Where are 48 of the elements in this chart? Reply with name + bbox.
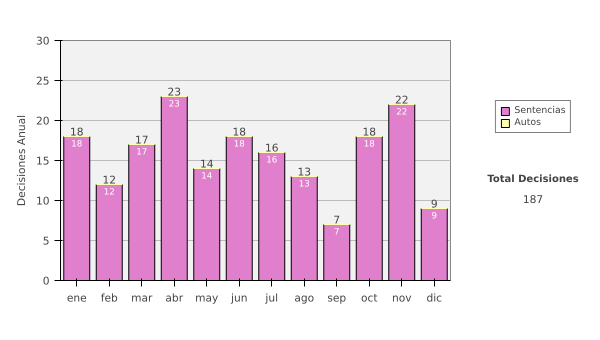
x-tick-label: abr	[165, 292, 184, 304]
total-label: 18	[70, 126, 84, 138]
x-tick-label: mar	[131, 292, 154, 304]
y-tick-label: 30	[36, 34, 50, 48]
data-label: 16	[266, 156, 278, 166]
data-label: 18	[71, 140, 82, 150]
x-tick-label: dic	[426, 292, 442, 304]
legend-label: Autos	[514, 117, 541, 128]
data-label: 23	[168, 100, 180, 110]
data-label: 7	[334, 228, 340, 238]
data-label: 13	[298, 180, 310, 190]
legend-label: Sentencias	[514, 105, 566, 116]
total-label: 23	[167, 86, 182, 98]
text: Total Decisiones	[487, 174, 579, 186]
total-label: 18	[362, 126, 376, 138]
data-label: 14	[201, 172, 213, 182]
x-tick-label: jun	[230, 292, 248, 304]
y-tick-label: 10	[36, 194, 50, 208]
total-label: 7	[333, 214, 340, 226]
data-label: 18	[234, 140, 245, 150]
total-label: 9	[430, 198, 438, 210]
total-label: 13	[297, 166, 312, 178]
total-label: 14	[200, 158, 214, 170]
data-label: 22	[396, 108, 408, 118]
y-tick-label: 15	[36, 154, 50, 168]
total-label: 12	[102, 174, 116, 186]
x-tick-label: ago	[294, 292, 314, 304]
x-tick-label: sep	[327, 292, 346, 304]
total-label: 17	[134, 134, 149, 146]
y-tick-label: 25	[36, 74, 50, 88]
y-tick-label: 0	[42, 274, 50, 288]
y-axis-title: Decisiones Anual	[14, 114, 28, 206]
data-label: 12	[104, 188, 115, 198]
data-label: 17	[136, 148, 148, 158]
x-tick-label: feb	[100, 292, 118, 304]
total-label: 22	[394, 94, 409, 106]
x-tick-label: ene	[66, 292, 87, 304]
total-label: 16	[264, 142, 279, 154]
x-tick-label: oct	[360, 292, 378, 304]
text: 187	[522, 192, 544, 206]
y-tick-label: 5	[42, 234, 50, 248]
total-label: 18	[232, 126, 246, 138]
y-tick-label: 20	[36, 114, 50, 128]
x-tick-label: may	[195, 292, 218, 304]
x-tick-label: nov	[392, 292, 412, 304]
data-label: 9	[431, 212, 438, 222]
x-tick-label: jul	[264, 292, 278, 304]
data-label: 18	[364, 140, 375, 150]
